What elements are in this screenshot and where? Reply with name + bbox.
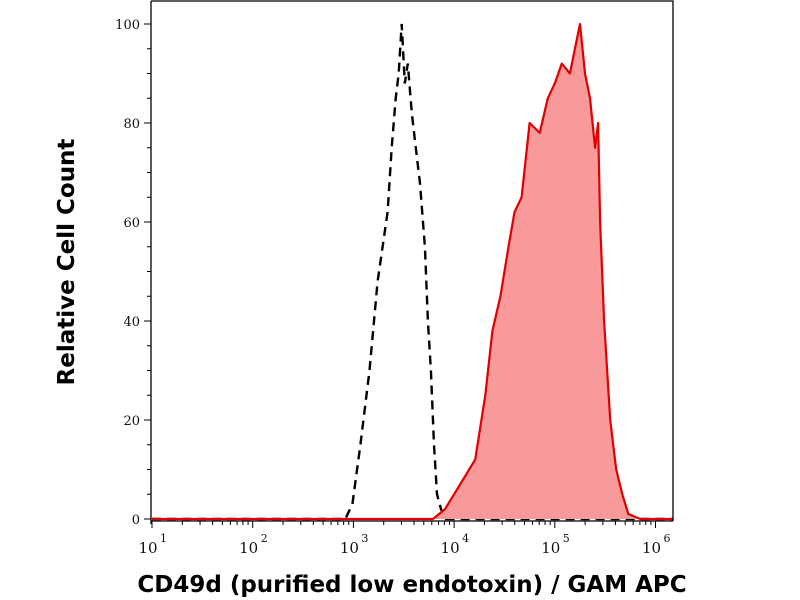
y-axis-label: Relative Cell Count	[54, 139, 80, 386]
plot-frame	[150, 0, 674, 524]
x-tick-label-exponent: 4	[462, 532, 469, 545]
y-tick-label: 20	[123, 414, 140, 429]
y-tick-label: 0	[132, 513, 140, 528]
x-tick-label-exponent: 3	[361, 532, 368, 545]
x-tick-label-exponent: 2	[261, 532, 268, 545]
y-tick-label: 100	[115, 18, 140, 33]
plot-border	[150, 0, 674, 524]
x-tick-label-base: 10	[239, 539, 258, 557]
stained-fill-area	[151, 24, 673, 519]
x-tick-label-base: 10	[441, 539, 460, 557]
x-tick-label-exponent: 1	[160, 532, 167, 545]
x-tick-label-base: 10	[642, 539, 661, 557]
control-histogram-dashed-line	[152, 23, 673, 521]
y-tick-label: 40	[123, 315, 140, 330]
x-tick-label-base: 10	[541, 539, 560, 557]
y-tick-label: 80	[123, 117, 140, 132]
x-axis-label: CD49d (purified low endotoxin) / GAM APC	[137, 572, 686, 598]
x-tick-label-exponent: 6	[664, 532, 671, 545]
x-tick-label-exponent: 5	[563, 532, 570, 545]
stained-histogram-line	[152, 22, 673, 521]
y-axis: 0 20 40 60 80 100	[115, 18, 151, 528]
x-tick-label-base: 10	[340, 539, 359, 557]
x-tick-label-base: 10	[138, 539, 157, 557]
series-layer	[151, 22, 673, 521]
y-tick-label: 60	[123, 216, 140, 231]
